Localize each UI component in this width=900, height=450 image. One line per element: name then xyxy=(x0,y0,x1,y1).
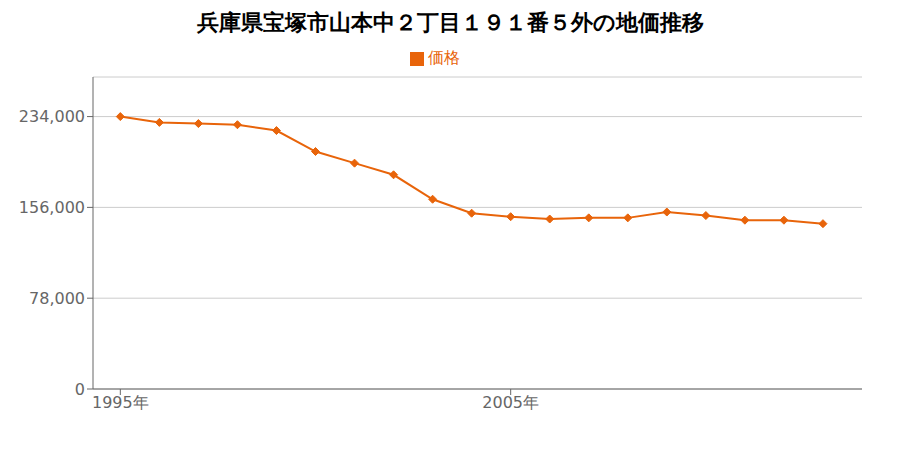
html-text:価格: 価格 xyxy=(428,48,460,67)
html-text:兵庫県宝塚市山本中２丁目１９１番５外の地価推移: 兵庫県宝塚市山本中２丁目１９１番５外の地価推移 xyxy=(196,10,704,35)
svg-text:2005年: 2005年 xyxy=(482,393,539,412)
svg-text:234,000: 234,000 xyxy=(19,107,85,126)
svg-text:0: 0 xyxy=(75,380,85,399)
svg-text:156,000: 156,000 xyxy=(19,198,85,217)
svg-text:1995年: 1995年 xyxy=(92,393,149,412)
svg-text:78,000: 78,000 xyxy=(29,289,85,308)
